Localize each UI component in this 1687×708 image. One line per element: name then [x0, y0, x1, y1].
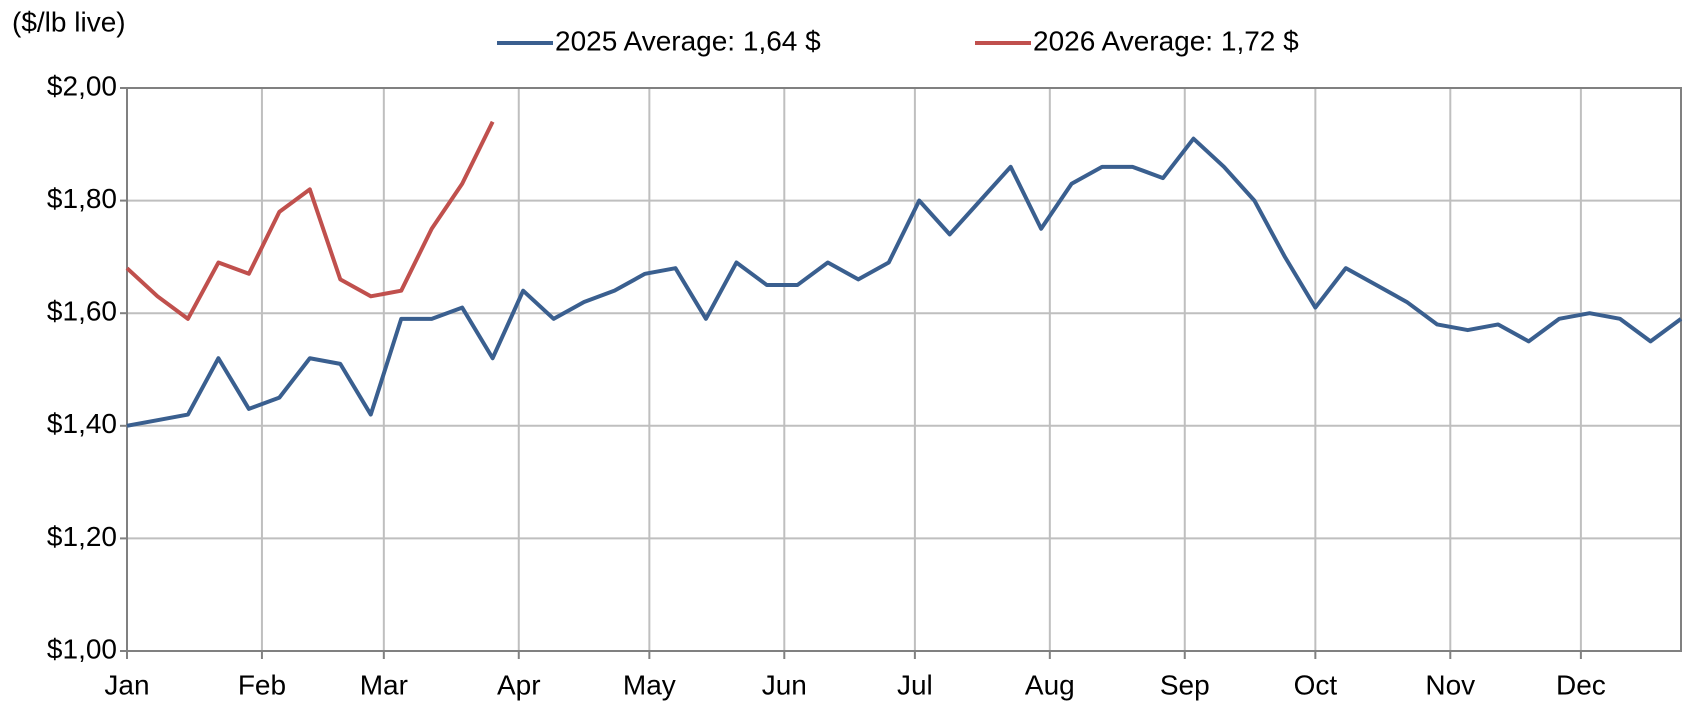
y-tick-label: $1,00: [47, 633, 117, 664]
y-tick-label: $1,60: [47, 296, 117, 327]
x-tick-label: Oct: [1294, 669, 1338, 700]
y-tick-label: $1,40: [47, 408, 117, 439]
x-tick-label: Aug: [1025, 669, 1075, 700]
series-line: [126, 136, 1683, 428]
legend-label: 2026 Average: 1,72 $: [1033, 25, 1299, 56]
x-tick-label: Nov: [1425, 669, 1475, 700]
x-tick-label: Jul: [897, 669, 933, 700]
x-tick-label: Sep: [1160, 669, 1210, 700]
x-tick-label: Mar: [360, 669, 408, 700]
x-tick-label: Jan: [104, 669, 149, 700]
x-tick-label: Jun: [762, 669, 807, 700]
x-tick-label: Feb: [238, 669, 286, 700]
x-tick-label: Apr: [497, 669, 541, 700]
y-tick-label: $1,80: [47, 183, 117, 214]
y-tick-label: $1,20: [47, 521, 117, 552]
x-tick-label: Dec: [1556, 669, 1606, 700]
series-line: [125, 120, 495, 321]
plot-border: [126, 87, 1682, 652]
y-tick-label: $2,00: [47, 70, 117, 101]
y-axis-label: ($/lb live): [12, 6, 126, 37]
legend-label: 2025 Average: 1,64 $: [555, 25, 821, 56]
x-tick-label: May: [623, 669, 676, 700]
